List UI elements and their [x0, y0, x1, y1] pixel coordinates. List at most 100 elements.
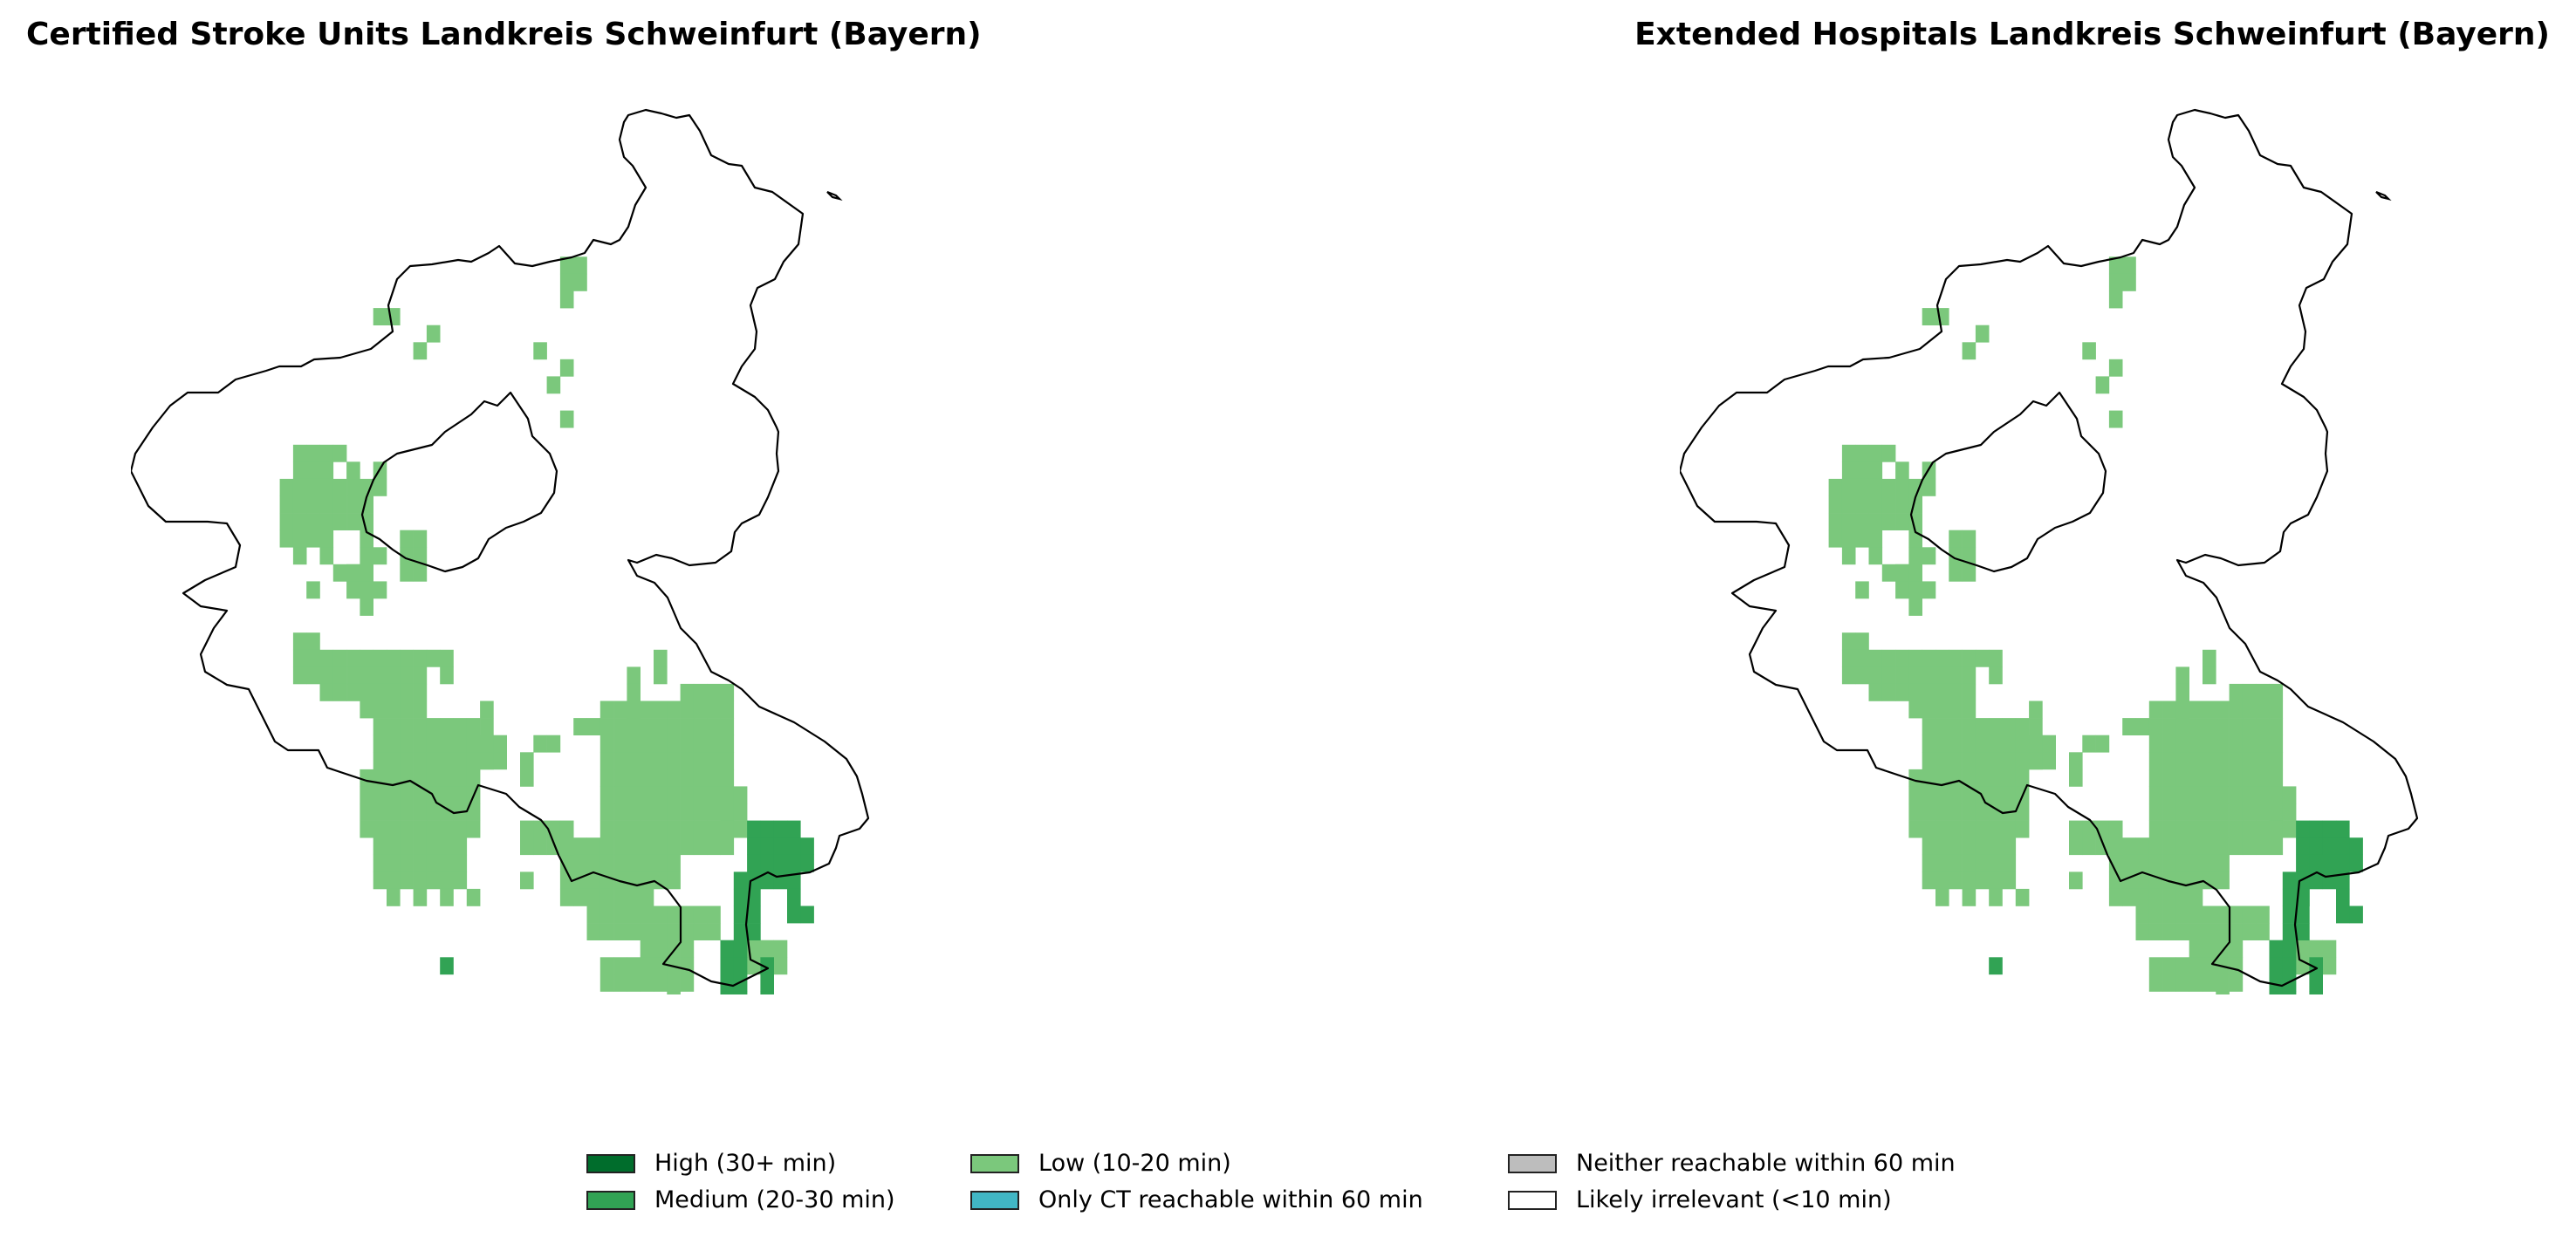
map-cell-low: [2162, 957, 2176, 975]
map-cell-low: [2242, 786, 2257, 804]
map-cell-low: [613, 974, 627, 992]
map-cell-low: [599, 888, 614, 906]
map-cell-low: [413, 735, 428, 753]
map-cell-low: [559, 871, 574, 890]
map-cell-low: [667, 803, 681, 821]
map-cell-low: [2175, 803, 2189, 821]
map-cell-low: [2015, 752, 2030, 770]
map-cell-low: [640, 974, 654, 992]
map-cell-low: [693, 718, 708, 735]
map-cell-low: [1975, 649, 1990, 667]
map-cell-low: [1962, 530, 1977, 548]
map-cell-low: [373, 701, 387, 719]
map-cell-low: [667, 752, 681, 770]
map-cell-low: [1975, 871, 1990, 890]
map-cell-low: [573, 888, 587, 906]
map-cell-low: [2162, 820, 2176, 838]
map-cell-low: [1881, 666, 1896, 685]
map-cell-medium: [2296, 837, 2310, 856]
map-cell-low: [2282, 786, 2297, 804]
map-cell-low: [2162, 752, 2176, 770]
map-cell-low: [400, 666, 414, 685]
map-cell-low: [2148, 701, 2163, 719]
map-cell-low: [2002, 786, 2017, 804]
map-cell-low: [1922, 547, 1936, 565]
map-cell-low: [360, 701, 373, 719]
map-cell-low: [360, 769, 373, 787]
map-cell-low: [2108, 290, 2123, 309]
map-cell-low: [387, 752, 401, 770]
map-cell-low: [1908, 666, 1922, 685]
legend-label-high: High (30+ min): [654, 1150, 837, 1177]
map-cell-low: [2216, 735, 2230, 753]
map-cell-low: [520, 871, 534, 890]
map-cell-low: [707, 752, 721, 770]
map-cell-low: [1949, 666, 1963, 685]
map-cell-low: [1935, 888, 1949, 906]
map-cell-low: [332, 444, 347, 462]
map-cell-low: [1949, 530, 1963, 548]
map-cell-low: [2189, 786, 2203, 804]
map-cell-low: [2069, 837, 2083, 856]
map-cell-low: [613, 923, 627, 940]
map-cell-low: [346, 581, 360, 599]
map-cell-medium: [800, 854, 814, 872]
map-cell-low: [720, 786, 735, 804]
map-cell-low: [400, 649, 414, 667]
map-cell-medium: [2296, 906, 2310, 924]
map-cell-low: [2148, 718, 2163, 735]
map-cell-low: [480, 752, 494, 770]
map-cell-low: [1962, 564, 1977, 582]
map-cell-low: [1922, 718, 1936, 735]
map-cell-low: [387, 820, 401, 838]
map-cell-low: [373, 547, 387, 565]
map-cell-low: [319, 649, 334, 667]
map-cell-medium: [800, 837, 814, 856]
map-cell-low: [306, 632, 320, 651]
map-cell-low: [453, 837, 468, 856]
map-cell-medium: [2282, 871, 2297, 890]
map-cell-low: [413, 666, 428, 685]
map-cell-low: [1962, 786, 1977, 804]
map-cell-low: [654, 649, 668, 667]
map-cell-low: [2216, 854, 2230, 872]
map-cell-low: [640, 786, 654, 804]
map-cell-low: [1908, 701, 1922, 719]
map-cell-low: [599, 769, 614, 787]
map-cell-low: [693, 820, 708, 838]
map-cell-medium: [2282, 991, 2297, 994]
map-cell-low: [480, 718, 494, 735]
map-cell-low: [453, 752, 468, 770]
map-cell-low: [346, 683, 360, 701]
map-cell-low: [2269, 820, 2284, 838]
map-cell-low: [360, 547, 373, 565]
map-cell-low: [400, 701, 414, 719]
map-cell-low: [466, 803, 481, 821]
map-cell-low: [1989, 786, 2003, 804]
map-cell-low: [2148, 923, 2163, 940]
map-cell-low: [573, 854, 587, 872]
map-cell-low: [413, 854, 428, 872]
map-cell-low: [426, 769, 441, 787]
map-cell-low: [1922, 735, 1936, 753]
map-cell-low: [413, 683, 428, 701]
map-cell-low: [2216, 923, 2230, 940]
map-cell-low: [2108, 359, 2123, 377]
map-cell-low: [2108, 888, 2123, 906]
map-cell-medium: [787, 906, 801, 924]
map-cell-low: [2269, 837, 2284, 856]
legend-item-low: Low (10-20 min): [970, 1152, 1231, 1175]
map-cell-low: [613, 957, 627, 975]
map-cell-low: [707, 820, 721, 838]
map-cell-low: [2203, 906, 2216, 924]
map-cell-medium: [760, 974, 774, 992]
map-cell-low: [599, 837, 614, 856]
map-cell-medium: [2309, 854, 2323, 872]
legend-item-ct: Only CT reachable within 60 min: [970, 1188, 1423, 1212]
map-cell-low: [1989, 820, 2003, 838]
map-cell-low: [1828, 530, 1843, 548]
map-cell-low: [520, 752, 534, 770]
map-cell-low: [640, 871, 654, 890]
map-cell-low: [693, 752, 708, 770]
map-cell-low: [2256, 701, 2270, 719]
